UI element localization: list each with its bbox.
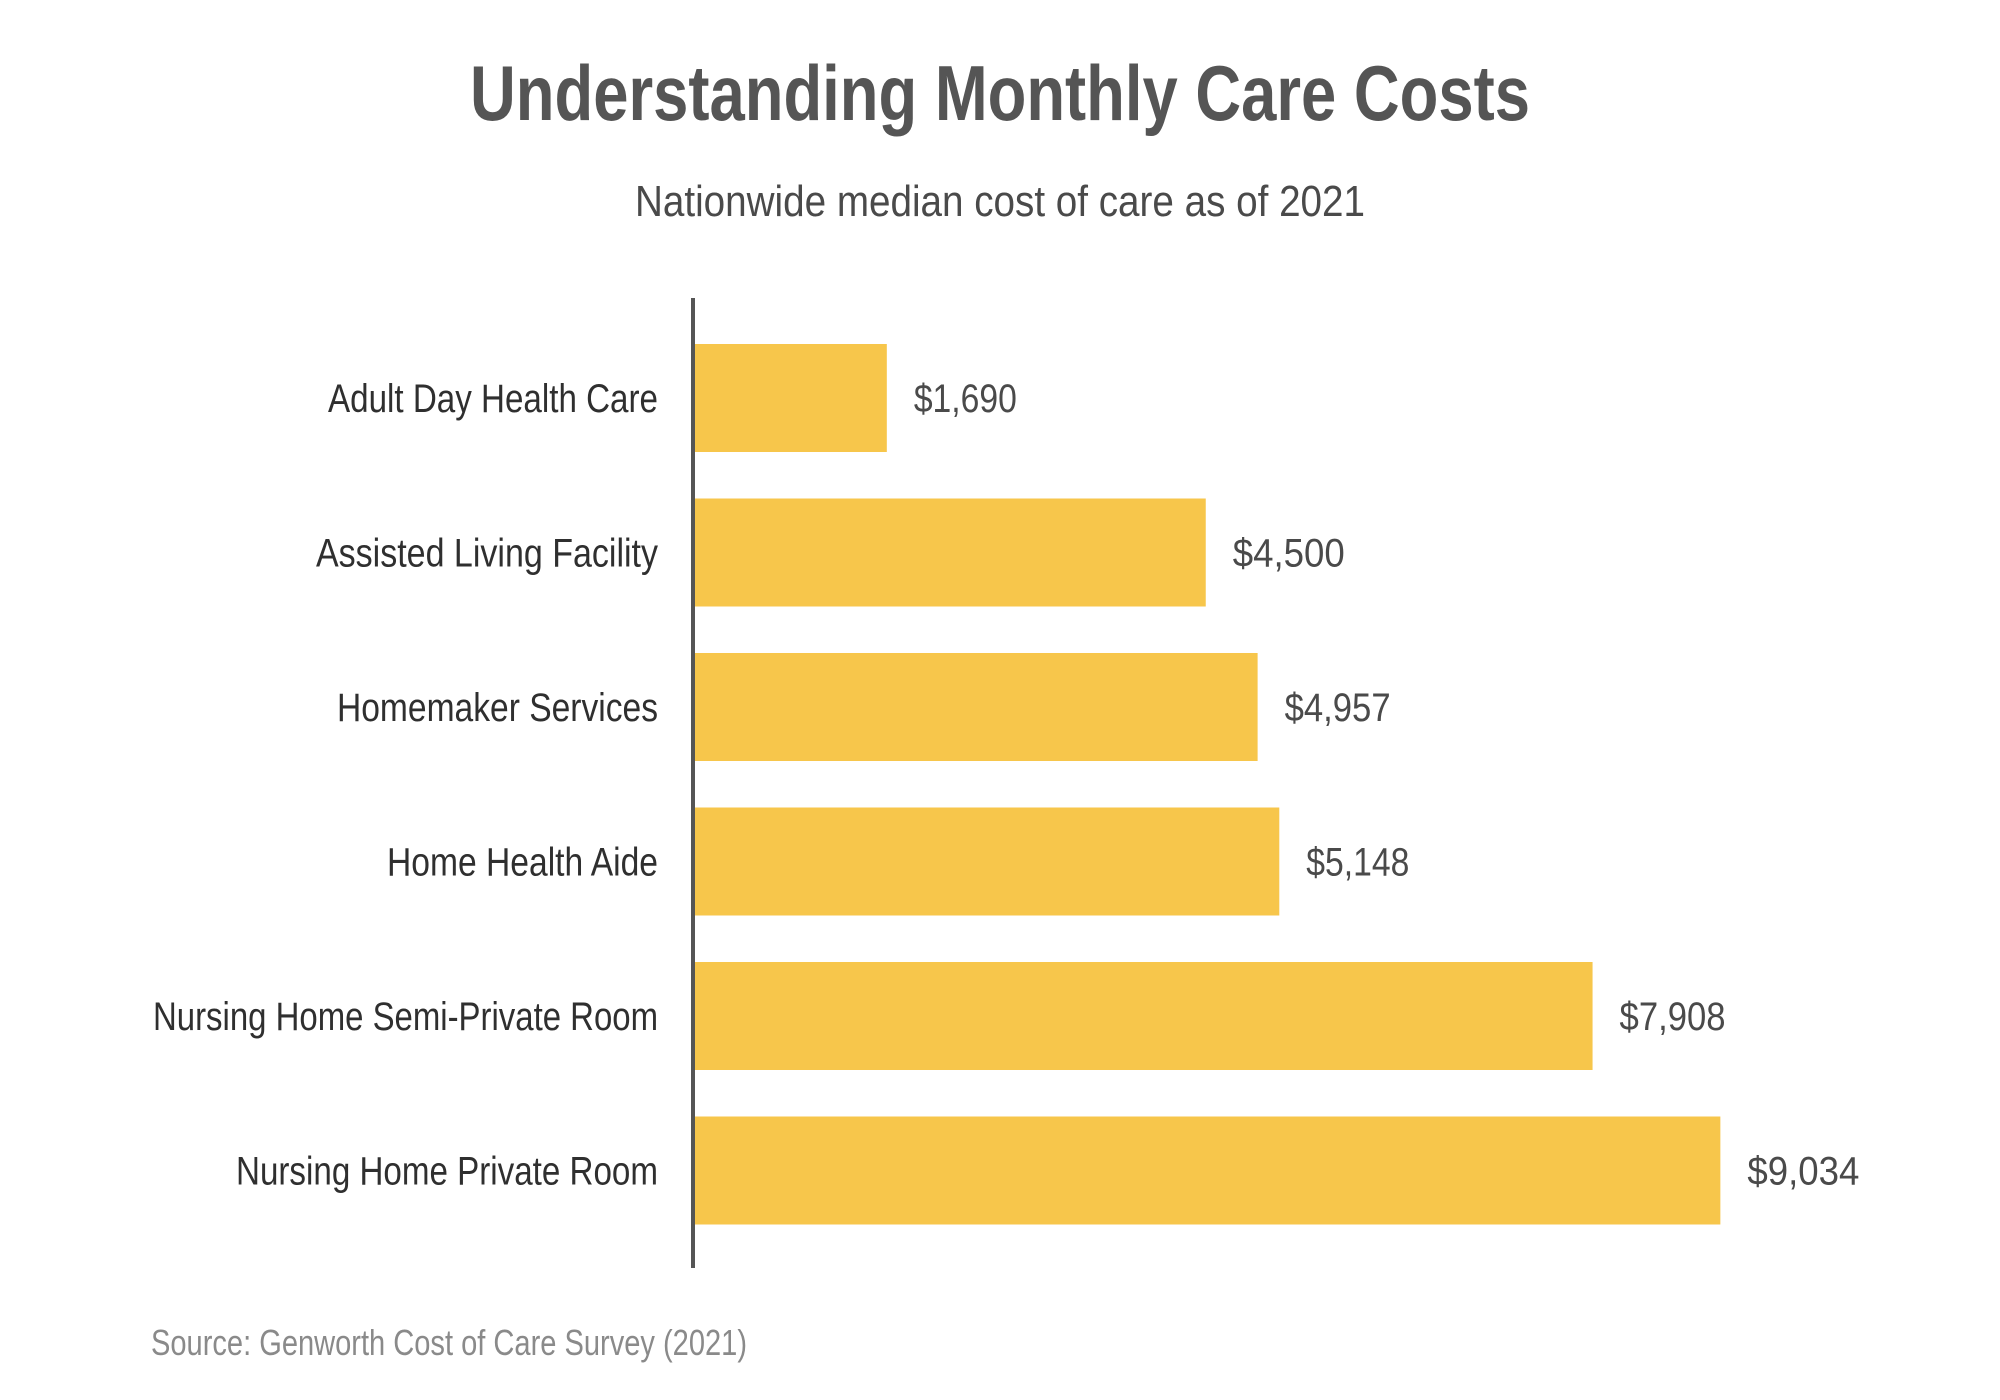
category-label-4: Nursing Home Semi-Private Room (153, 995, 658, 1039)
category-label-2: Homemaker Services (337, 686, 658, 730)
value-label-0: $1,690 (914, 377, 1017, 421)
bar-4 (695, 962, 1593, 1070)
value-label-4: $7,908 (1620, 995, 1726, 1039)
category-label-1: Assisted Living Facility (316, 532, 658, 576)
value-labels-group: $1,690 $4,500 $4,957 $5,148 $7,908 $9,034 (914, 377, 1860, 1194)
value-label-2: $4,957 (1285, 686, 1391, 730)
bar-0 (695, 344, 887, 452)
category-labels-group: Adult Day Health Care Assisted Living Fac… (153, 377, 658, 1194)
value-label-5: $9,034 (1747, 1150, 1859, 1194)
value-label-1: $4,500 (1233, 532, 1345, 576)
value-label-3: $5,148 (1306, 841, 1409, 885)
bar-1 (695, 498, 1206, 607)
source-note: Source: Genworth Cost of Care Survey (20… (151, 1322, 747, 1363)
bar-3 (695, 807, 1280, 916)
category-label-3: Home Health Aide (387, 841, 658, 885)
bar-5 (695, 1116, 1721, 1225)
category-label-0: Adult Day Health Care (328, 377, 658, 421)
category-label-5: Nursing Home Private Room (236, 1150, 658, 1194)
bar-2 (695, 653, 1258, 761)
bars-group (695, 344, 1721, 1225)
chart-subtitle: Nationwide median cost of care as of 202… (635, 177, 1365, 226)
chart-title: Understanding Monthly Care Costs (470, 49, 1530, 137)
